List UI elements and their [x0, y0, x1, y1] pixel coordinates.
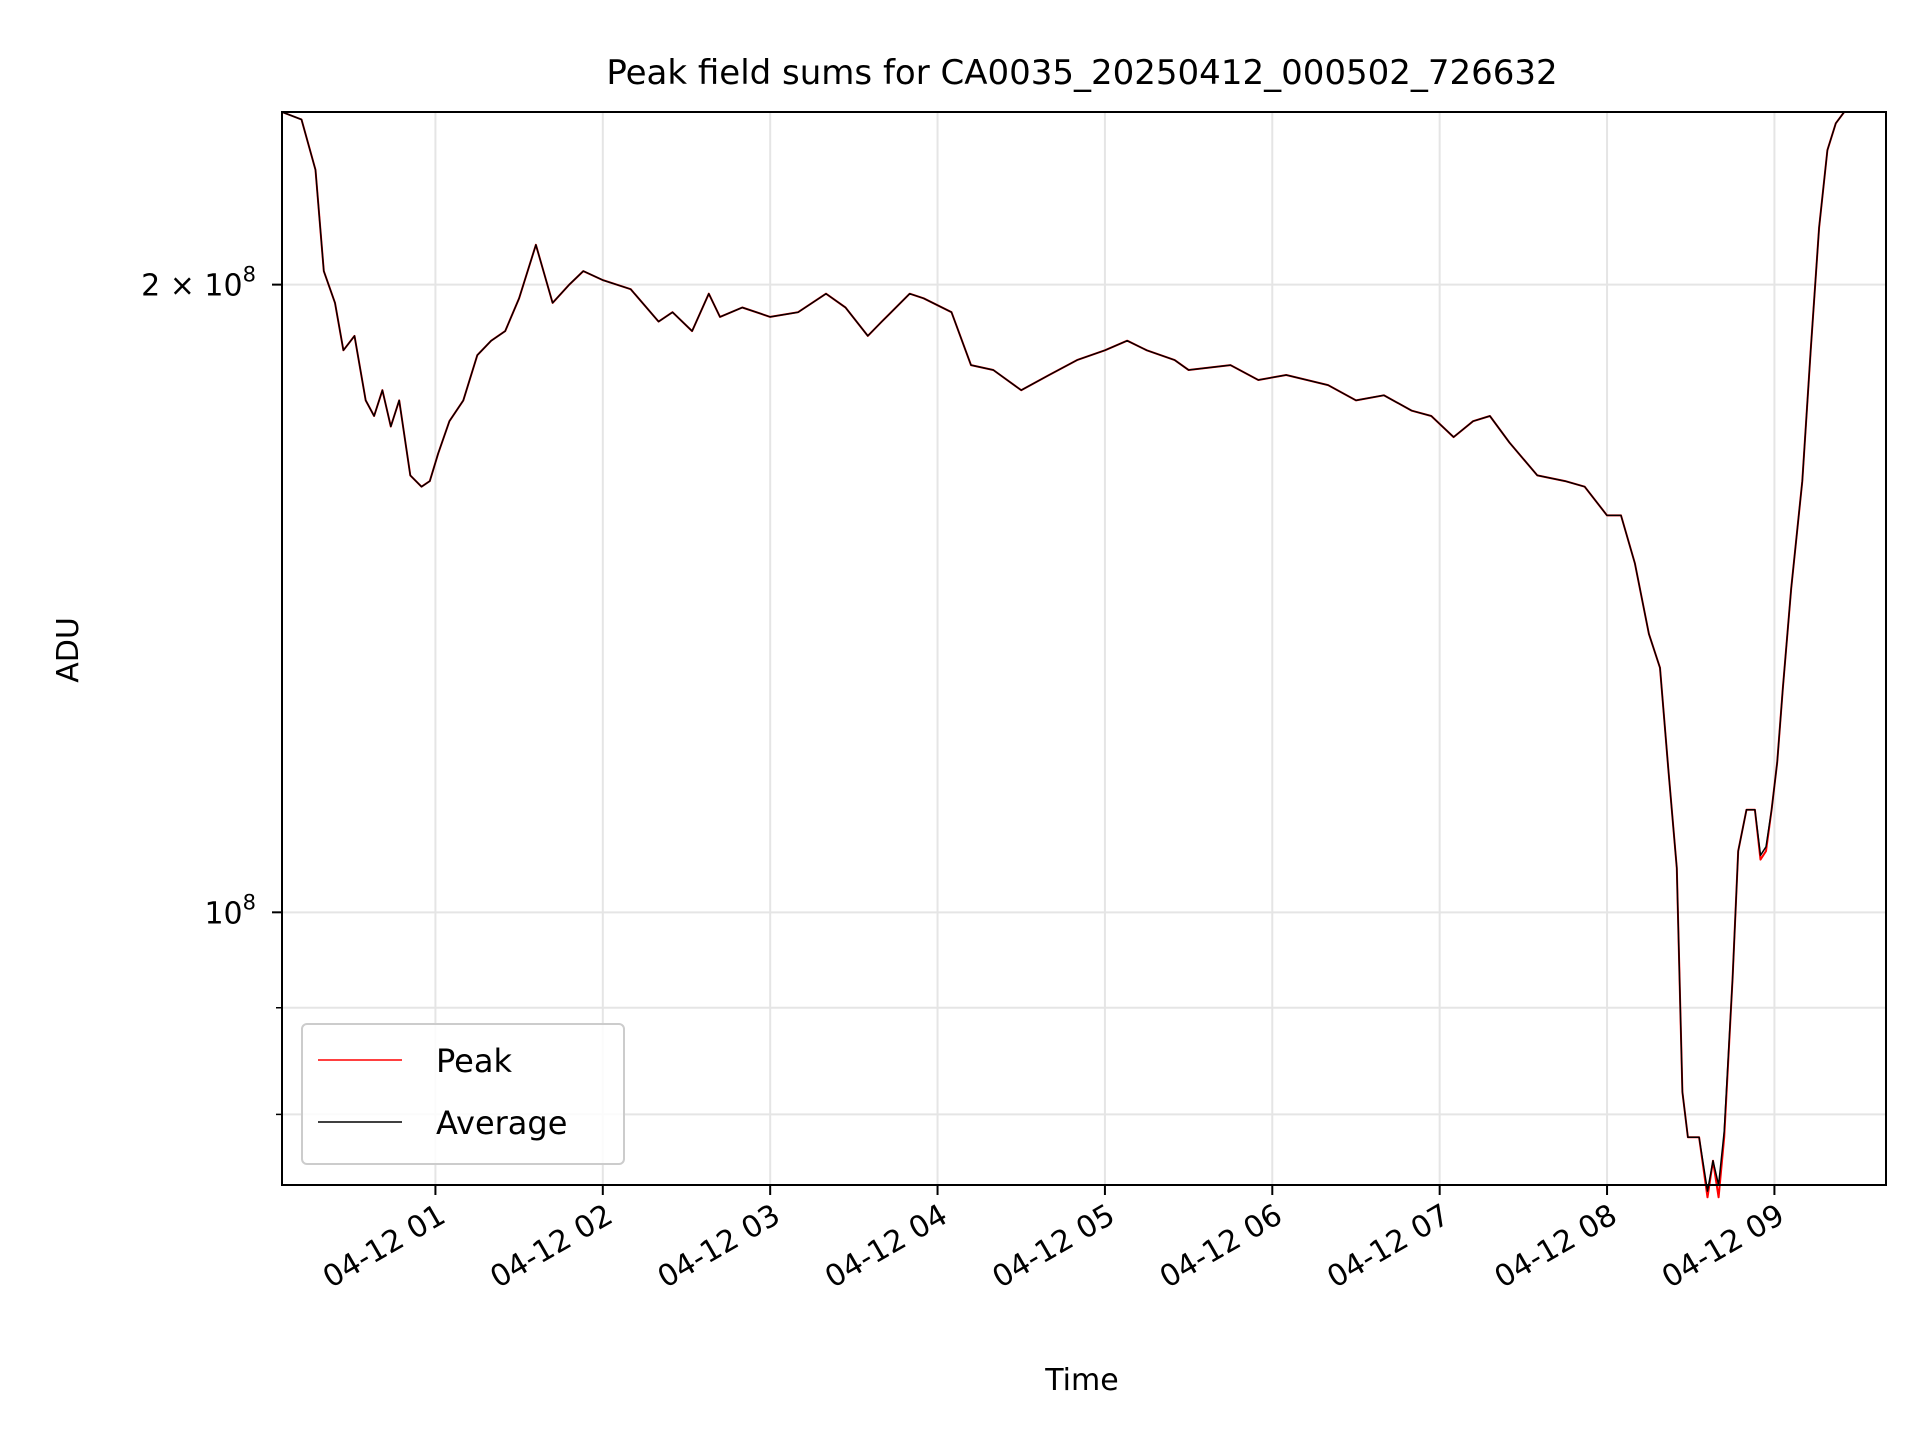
series-lines — [281, 111, 1886, 1199]
legend-label-peak: Peak — [436, 1042, 512, 1080]
x-axis-label: Time — [1044, 1363, 1118, 1398]
chart-title: Peak field sums for CA0035_20250412_0005… — [606, 53, 1557, 93]
legend: Peak Average — [301, 1023, 625, 1165]
y-tick-label: 2 × 108 — [141, 263, 256, 304]
y-axis-label: ADU — [51, 617, 86, 683]
plot-area-frame — [281, 111, 1887, 1186]
legend-label-average: Average — [436, 1104, 567, 1142]
series-line-average — [281, 111, 1886, 1192]
legend-box — [301, 1023, 625, 1165]
